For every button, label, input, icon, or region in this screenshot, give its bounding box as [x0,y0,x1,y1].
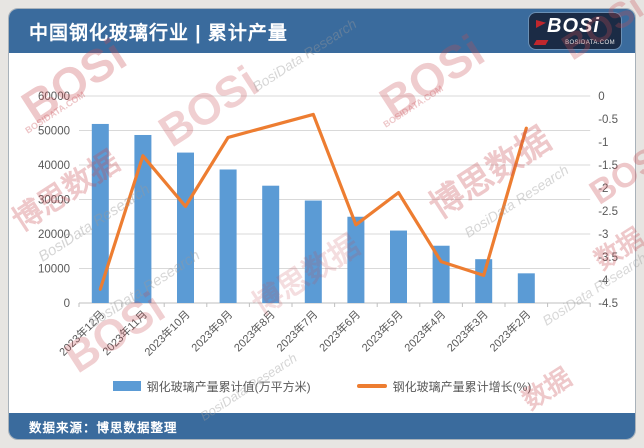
bar [134,134,152,303]
x-axis-category-label: 2023年2月 [486,307,533,354]
bar [177,152,194,303]
logo-flag-icon [536,20,546,28]
footer: 数据来源：博思数据整理 [9,413,635,439]
bar [304,200,322,303]
bar [347,216,365,303]
legend-item-bars: 钢化玻璃产量累计值(万平方米) [112,378,311,395]
right-axis-tick-label: -1.5 [598,160,618,172]
report-card: 中国钢化玻璃行业 | 累计产量 BOSi BOSIDATA.COM 0 10000… [8,8,636,440]
right-axis-tick-label: -4.5 [598,298,618,310]
left-axis-tick-label: 40000 [38,160,70,172]
x-axis-category-label: 2023年12月 [56,307,107,358]
header: 中国钢化玻璃行业 | 累计产量 BOSi BOSIDATA.COM [9,9,635,53]
left-axis-tick-label: 0 [64,298,70,310]
legend-label-line: 钢化玻璃产量累计增长(%) [392,379,532,394]
legend: 钢化玻璃产量累计值(万平方米) 钢化玻璃产量累计增长(%) [9,375,635,397]
bosi-logo: BOSi BOSIDATA.COM [529,13,621,49]
right-axis-tick-label: -3.5 [598,252,618,264]
legend-item-line: 钢化玻璃产量累计增长(%) [356,378,532,395]
right-axis-tick-label: -1 [598,137,608,149]
logo-slash-icon [533,40,549,45]
bar [91,123,109,303]
x-axis-category-label: 2023年10月 [141,307,192,358]
page-title: 中国钢化玻璃行业 | 累计产量 [29,22,288,44]
x-axis-category-label: 2023年3月 [444,307,491,354]
bar-swatch-icon [112,381,141,391]
right-axis-tick-label: -4 [598,275,609,287]
bar [262,185,280,303]
bar [390,230,407,303]
left-axis-tick-label: 60000 [38,91,70,103]
x-axis-category-label: 2023年7月 [273,307,320,354]
left-axis-tick-label: 30000 [38,195,70,207]
left-axis-tick-label: 10000 [38,264,70,276]
x-axis-category-label: 2023年5月 [359,307,406,354]
right-axis-tick-label: -2 [598,183,608,195]
logo-wordmark: BOSi [547,15,600,37]
left-axis-tick-label: 50000 [38,126,70,138]
right-axis-tick-label: -2.5 [598,206,618,218]
left-axis-tick-label: 20000 [38,229,70,241]
x-axis-category-label: 2023年4月 [401,307,448,354]
x-axis-category-label: 2023年8月 [231,307,278,354]
chart-area: 0 10000 20000 30000 40000 50000 60000 0 -0.5 -1 -1… [9,53,635,375]
right-axis-tick-label: -0.5 [598,114,618,126]
combo-chart: 0 10000 20000 30000 40000 50000 60000 0 -0.5 -1 -1… [38,91,618,359]
line-swatch-icon [356,384,387,388]
right-axis-tick-label: -3 [598,229,608,241]
x-axis-category-label: 2023年9月 [188,307,235,354]
legend-label-bars: 钢化玻璃产量累计值(万平方米) [146,379,311,394]
x-axis-category-label: 2023年6月 [316,307,363,354]
growth-line [98,112,528,291]
right-axis-tick-label: 0 [598,91,604,103]
bar [475,259,493,303]
bar [432,245,450,303]
logo-domain: BOSIDATA.COM [565,40,615,46]
bar [517,273,535,303]
bar [219,169,237,303]
data-source: 数据来源：博思数据整理 [29,420,178,435]
